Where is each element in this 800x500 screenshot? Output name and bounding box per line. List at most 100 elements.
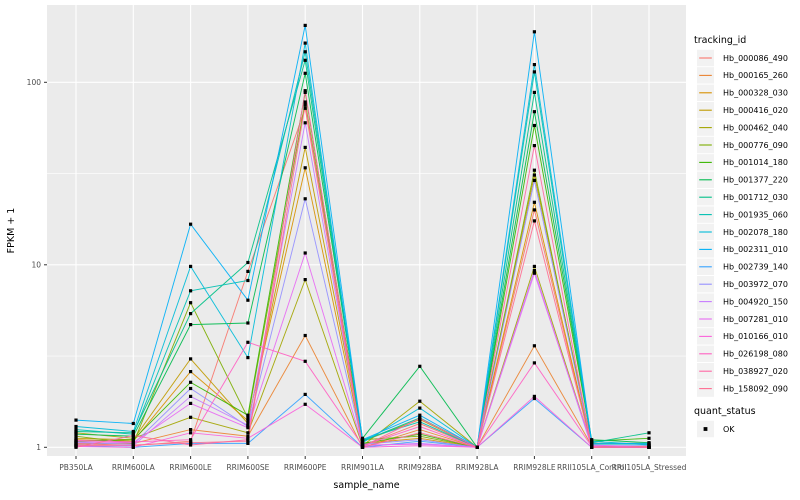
x-tick-label: RRIM928LA (456, 463, 500, 472)
data-point (303, 100, 307, 104)
legend-item-label: Hb_158092_090 (723, 384, 788, 393)
data-point (246, 423, 250, 427)
data-point (418, 421, 422, 426)
x-tick-label: RRIM600SE (226, 463, 269, 472)
data-point (303, 359, 307, 363)
data-point (532, 90, 536, 94)
data-point (131, 429, 135, 434)
x-tick-label: PB350LA (59, 463, 93, 472)
data-point (532, 30, 536, 34)
data-point (418, 444, 422, 448)
data-point (246, 298, 250, 302)
data-point (532, 173, 536, 177)
data-point (189, 289, 193, 293)
plot-panel (47, 5, 686, 456)
legend-item-label: Hb_000416_020 (723, 106, 788, 115)
y-tick-label: 1 (36, 443, 41, 452)
legend-item-label: Hb_002078_180 (723, 228, 788, 237)
data-point (532, 110, 536, 114)
data-point (74, 428, 78, 432)
data-point (647, 436, 651, 440)
data-point (532, 144, 536, 148)
data-point (303, 71, 307, 75)
y-tick-label: 100 (27, 78, 42, 87)
data-point (246, 340, 250, 344)
data-point (131, 421, 135, 426)
x-tick-label: RRIM600PE (284, 463, 327, 472)
data-point (532, 264, 536, 268)
legend-item-label: Hb_010166_010 (723, 332, 788, 341)
data-point (246, 431, 250, 435)
data-point (189, 386, 193, 391)
data-point (131, 433, 135, 438)
data-point (189, 312, 193, 316)
data-point (418, 420, 422, 424)
data-point (74, 444, 78, 448)
data-point (532, 63, 536, 67)
data-point (532, 271, 536, 275)
y-axis-title: FPKM + 1 (6, 208, 17, 254)
data-point (647, 431, 651, 435)
x-tick-label: RRIM600LA (112, 463, 156, 472)
legend-item-label: Hb_004920_150 (723, 297, 788, 306)
data-point (303, 58, 307, 62)
data-point (131, 438, 135, 442)
legend-item-label: Hb_000776_090 (723, 141, 788, 150)
data-point (189, 438, 193, 442)
data-point (246, 416, 250, 420)
data-point (418, 424, 422, 429)
data-point (189, 370, 193, 374)
data-point (189, 415, 193, 419)
legend-item-label: Hb_000165_260 (723, 71, 788, 80)
data-point (418, 364, 422, 368)
data-point (246, 421, 250, 426)
data-point (246, 426, 250, 430)
data-point (246, 260, 250, 265)
data-point (303, 41, 307, 45)
data-point (532, 396, 536, 401)
legend-item-label: Hb_038927_020 (723, 367, 788, 376)
data-point (475, 445, 479, 449)
data-point (418, 416, 422, 420)
data-point (590, 439, 594, 443)
data-point (131, 445, 135, 449)
data-point (246, 269, 250, 273)
data-point (303, 278, 307, 282)
data-point (647, 441, 651, 445)
data-point (418, 428, 422, 432)
data-point (74, 429, 78, 434)
data-point (74, 438, 78, 443)
data-point (532, 394, 536, 398)
x-tick-label: RRII105LA_Stressed (612, 463, 687, 472)
data-point (418, 406, 422, 410)
legend-item-label: Hb_007281_010 (723, 315, 788, 324)
data-point (590, 445, 594, 449)
data-point (360, 438, 365, 442)
data-point (189, 264, 193, 268)
legend-item-label: Hb_001935_060 (723, 210, 788, 219)
data-point (418, 434, 422, 438)
data-point (303, 333, 307, 338)
data-point (246, 356, 250, 360)
data-point (532, 70, 536, 74)
data-point (360, 445, 365, 449)
legend-item-label: Hb_001014_180 (723, 158, 788, 167)
data-point (189, 443, 193, 447)
data-point (131, 443, 135, 447)
data-point (189, 428, 193, 432)
data-point (189, 431, 193, 435)
data-point (189, 401, 193, 405)
y-tick-label: 10 (31, 260, 41, 269)
data-point (532, 269, 536, 273)
data-point (303, 50, 307, 54)
data-point (246, 439, 250, 443)
data-point (647, 444, 651, 449)
legend-item-label: Hb_000328_030 (723, 89, 788, 98)
x-tick-label: RRIM901LA (341, 463, 385, 472)
data-point (131, 440, 135, 444)
x-tick-label: RRIM600LE (169, 463, 212, 472)
data-point (189, 222, 193, 226)
data-point (532, 123, 536, 128)
x-axis-title: sample_name (333, 480, 399, 491)
